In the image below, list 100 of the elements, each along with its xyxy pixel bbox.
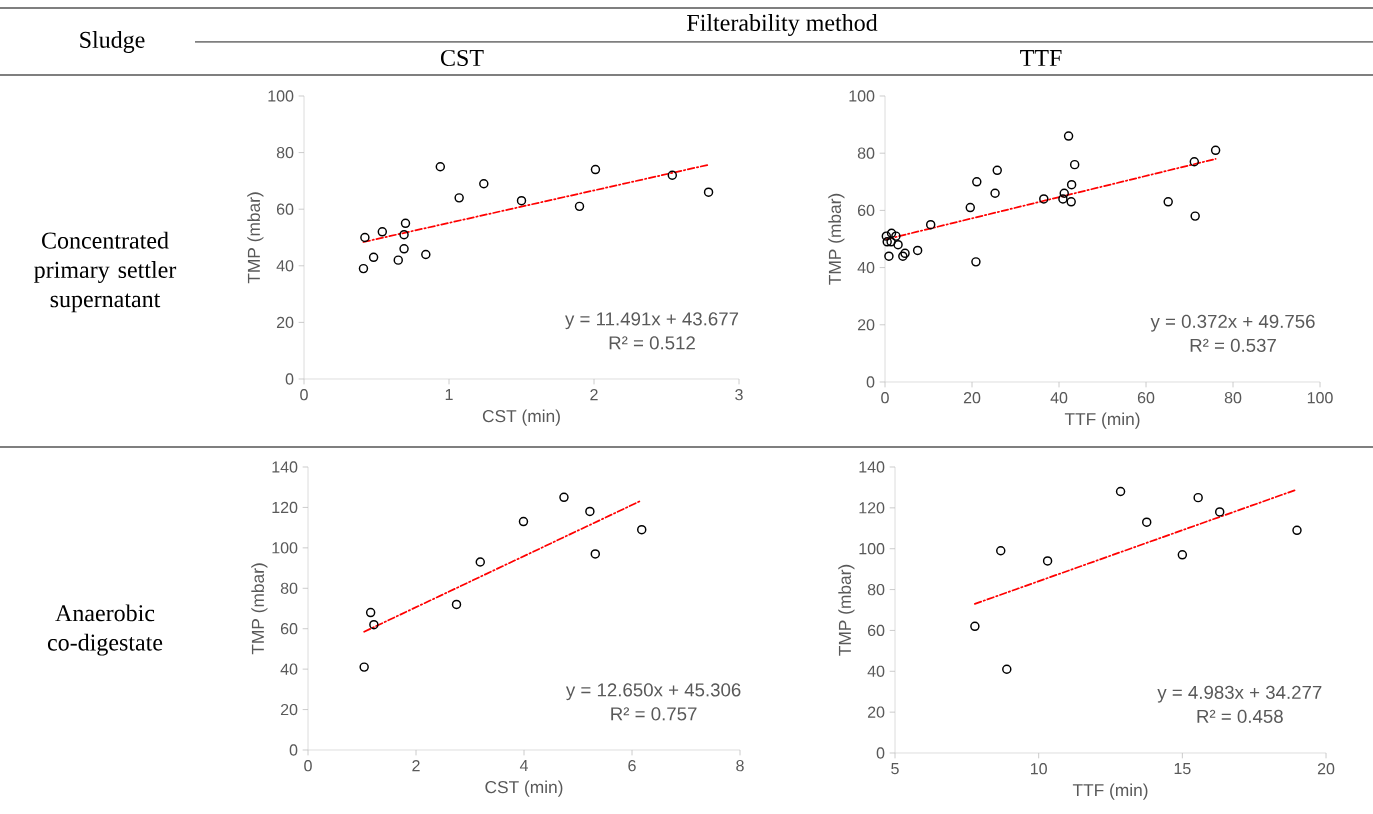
point <box>475 557 485 567</box>
y-tick-label: 20 <box>867 706 885 718</box>
point <box>1163 197 1173 207</box>
text: Anaerobic co-digestate <box>47 604 163 656</box>
x-tick-label: 5 <box>891 763 899 775</box>
text: Filterability method <box>687 14 878 36</box>
point <box>970 621 980 632</box>
point <box>358 263 369 274</box>
y-tick-label: 0 <box>866 376 875 388</box>
annotation: R² = 0.458 <box>1197 709 1283 723</box>
x-axis-title: TTF (min) <box>1064 412 1140 429</box>
annotation: y = 0.372x + 49.756 <box>1150 314 1315 332</box>
point <box>421 249 431 260</box>
x-axis-title: CST (min) <box>485 780 563 797</box>
point <box>971 257 981 267</box>
point <box>893 239 903 250</box>
point <box>365 607 376 618</box>
point <box>1066 197 1076 207</box>
point <box>925 219 936 230</box>
point <box>882 237 892 247</box>
point <box>636 524 647 535</box>
x-tick-label: 2 <box>590 389 598 401</box>
point <box>996 546 1006 556</box>
y-tick-label: 60 <box>276 203 294 215</box>
point <box>559 492 569 503</box>
chart-title: CST <box>440 49 484 67</box>
x-tick-label: 40 <box>1050 392 1068 404</box>
y-tick-label: 80 <box>280 582 298 594</box>
point <box>451 599 462 610</box>
x-tick-label: 8 <box>736 760 744 772</box>
point <box>1069 159 1080 170</box>
point <box>479 178 489 189</box>
y-axis-title: TMP (mbar) <box>828 193 845 285</box>
point <box>1189 157 1200 167</box>
y-tick-label: 20 <box>280 703 298 716</box>
y-tick-label: 100 <box>859 543 885 555</box>
y-tick-label: 60 <box>857 204 875 217</box>
point <box>1039 194 1049 204</box>
point <box>1063 131 1074 141</box>
y-tick-label: 120 <box>272 501 298 514</box>
x-axis-title: TTF (min) <box>1072 783 1148 800</box>
x-tick-label: 0 <box>304 760 312 772</box>
point <box>590 549 601 559</box>
point <box>360 232 370 243</box>
y-tick-label: 60 <box>867 624 885 637</box>
point <box>884 251 894 261</box>
y-tick-label: 0 <box>876 747 885 759</box>
x-tick-label: 4 <box>519 760 528 772</box>
point <box>1002 664 1012 674</box>
point <box>1193 492 1203 503</box>
x-tick-label: 60 <box>1137 392 1155 404</box>
x-tick-label: 3 <box>735 389 743 401</box>
y-tick-label: 60 <box>280 623 298 635</box>
x-tick-label: 0 <box>300 389 308 401</box>
point <box>377 227 388 237</box>
y-axis-title: TMP (mbar) <box>838 564 855 656</box>
x-tick-label: 1 <box>445 389 453 401</box>
point <box>435 162 446 172</box>
point <box>585 506 595 517</box>
point <box>1214 507 1225 517</box>
annotation: R² = 0.512 <box>609 336 695 350</box>
text: Sludge <box>80 31 145 53</box>
y-tick-label: 100 <box>849 90 875 102</box>
point <box>400 218 411 229</box>
y-tick-label: 40 <box>280 663 298 675</box>
point <box>886 228 897 239</box>
point <box>1066 179 1077 190</box>
y-tick-label: 140 <box>859 461 885 473</box>
y-tick-label: 100 <box>272 542 298 554</box>
annotation: y = 11.491x + 43.677 <box>565 312 739 330</box>
annotation: y = 4.983x + 34.277 <box>1157 685 1322 703</box>
point <box>881 231 892 241</box>
point <box>965 202 976 213</box>
x-tick-label: 20 <box>1317 763 1335 775</box>
point <box>368 252 379 263</box>
y-tick-label: 40 <box>276 260 294 272</box>
point <box>574 201 585 212</box>
y-tick-label: 80 <box>857 147 875 159</box>
point <box>886 237 896 247</box>
point <box>359 662 369 672</box>
annotation: y = 12.650x + 45.306 <box>565 683 741 701</box>
x-tick-label: 20 <box>963 392 981 404</box>
point <box>590 164 601 175</box>
point <box>891 231 901 241</box>
y-tick-label: 20 <box>857 319 875 331</box>
y-axis-title: TMP (mbar) <box>251 563 268 655</box>
x-tick-label: 100 <box>1307 392 1333 404</box>
y-tick-label: 40 <box>857 261 875 274</box>
y-tick-label: 80 <box>276 146 294 159</box>
x-tick-label: 10 <box>1030 763 1047 775</box>
point <box>1177 550 1188 560</box>
y-tick-label: 80 <box>867 583 885 596</box>
point <box>454 193 464 203</box>
point <box>399 229 409 240</box>
point <box>516 195 527 206</box>
text: Concentrated primary settler supernatant <box>34 231 177 313</box>
y-tick-label: 0 <box>285 373 294 385</box>
point <box>518 516 529 527</box>
annotation: R² = 0.757 <box>611 707 697 721</box>
point <box>1042 556 1053 566</box>
